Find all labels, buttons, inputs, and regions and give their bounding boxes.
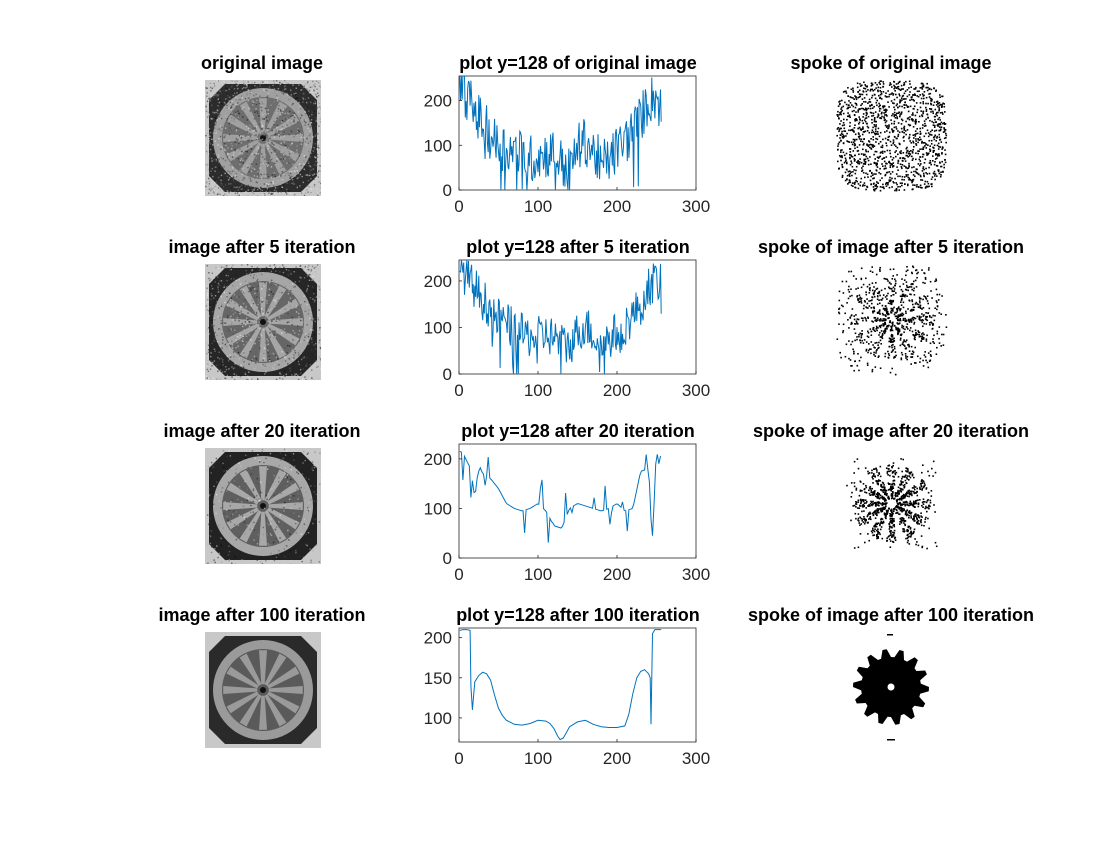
row-iter-5: image after 5 iteration plot y=128 after… [168, 237, 1024, 257]
y-tick-label: 200 [424, 272, 452, 291]
x-tick-label: 100 [524, 749, 552, 768]
x-tick-label: 100 [524, 381, 552, 400]
panel-row-content: 0 100 200 300 0 100 200 [205, 76, 947, 216]
panel-row-content: 0 100 200 300 0 100 200 [205, 260, 947, 400]
y-tick-label: 200 [424, 629, 452, 648]
line-plot: 0 100 200 300 100 150 200 [424, 628, 711, 768]
x-tick-label: 200 [603, 565, 631, 584]
image-title: image after 100 iteration [158, 605, 365, 625]
x-tick-label: 200 [603, 749, 631, 768]
x-tick-label: 0 [454, 749, 463, 768]
series-line [460, 260, 661, 374]
spoke-title: spoke of image after 100 iteration [748, 605, 1034, 625]
series-line [460, 630, 661, 740]
image-title: original image [201, 53, 323, 73]
x-tick-label: 200 [603, 381, 631, 400]
plot-title: plot y=128 after 5 iteration [466, 237, 690, 257]
x-tick-label: 0 [454, 381, 463, 400]
plot-title: plot y=128 of original image [459, 53, 697, 73]
wheel-image [205, 632, 321, 748]
x-tick-label: 300 [682, 381, 710, 400]
panel-row-content: 0 100 200 300 0 100 200 [205, 444, 938, 584]
spoke-title: spoke of original image [790, 53, 991, 73]
y-tick-label: 200 [424, 450, 452, 469]
line-plot: 0 100 200 300 0 100 200 [424, 260, 711, 400]
x-tick-label: 300 [682, 565, 710, 584]
y-tick-label: 100 [424, 318, 452, 337]
panel-row-content: 0 100 200 300 100 150 200 [205, 628, 929, 768]
row-iter-20: image after 20 iteration plot y=128 afte… [163, 421, 1029, 441]
y-tick-label: 100 [424, 499, 452, 518]
wheel-image [205, 80, 322, 197]
y-tick-label: 100 [424, 136, 452, 155]
wheel-image [205, 264, 322, 381]
wheel-image [205, 448, 322, 565]
line-plot: 0 100 200 300 0 100 200 [424, 76, 711, 216]
series-line [460, 76, 661, 190]
x-tick-label: 100 [524, 565, 552, 584]
x-tick-label: 0 [454, 197, 463, 216]
plot-title: plot y=128 after 100 iteration [456, 605, 700, 625]
line-plot: 0 100 200 300 0 100 200 [424, 444, 711, 584]
axes-box [459, 628, 696, 742]
gear-hole [888, 684, 895, 691]
row-original: original image plot y=128 of original im… [201, 53, 992, 73]
plot-title: plot y=128 after 20 iteration [461, 421, 695, 441]
y-tick-label: 150 [424, 669, 452, 688]
y-tick-label: 200 [424, 92, 452, 111]
spoke-title: spoke of image after 5 iteration [758, 237, 1024, 257]
x-tick-label: 0 [454, 565, 463, 584]
row-iter-100: image after 100 iteration plot y=128 aft… [158, 605, 1034, 625]
axes-box [459, 444, 696, 558]
y-tick-label: 0 [443, 549, 452, 568]
y-tick-label: 0 [443, 181, 452, 200]
spoke-image [853, 634, 929, 741]
spoke-title: spoke of image after 20 iteration [753, 421, 1029, 441]
image-title: image after 20 iteration [163, 421, 360, 441]
series-line [460, 451, 661, 542]
spoke-image [837, 266, 948, 376]
spoke-image [836, 80, 947, 191]
x-tick-label: 300 [682, 749, 710, 768]
image-title: image after 5 iteration [168, 237, 355, 257]
x-tick-label: 100 [524, 197, 552, 216]
spoke-image [846, 458, 937, 549]
x-tick-label: 300 [682, 197, 710, 216]
y-tick-label: 100 [424, 709, 452, 728]
wheel-hub [260, 687, 266, 693]
x-tick-label: 200 [603, 197, 631, 216]
y-tick-label: 0 [443, 365, 452, 384]
